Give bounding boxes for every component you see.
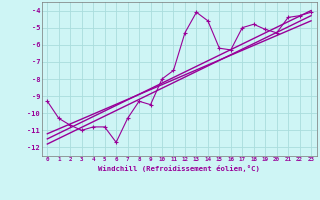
X-axis label: Windchill (Refroidissement éolien,°C): Windchill (Refroidissement éolien,°C) [98,165,260,172]
